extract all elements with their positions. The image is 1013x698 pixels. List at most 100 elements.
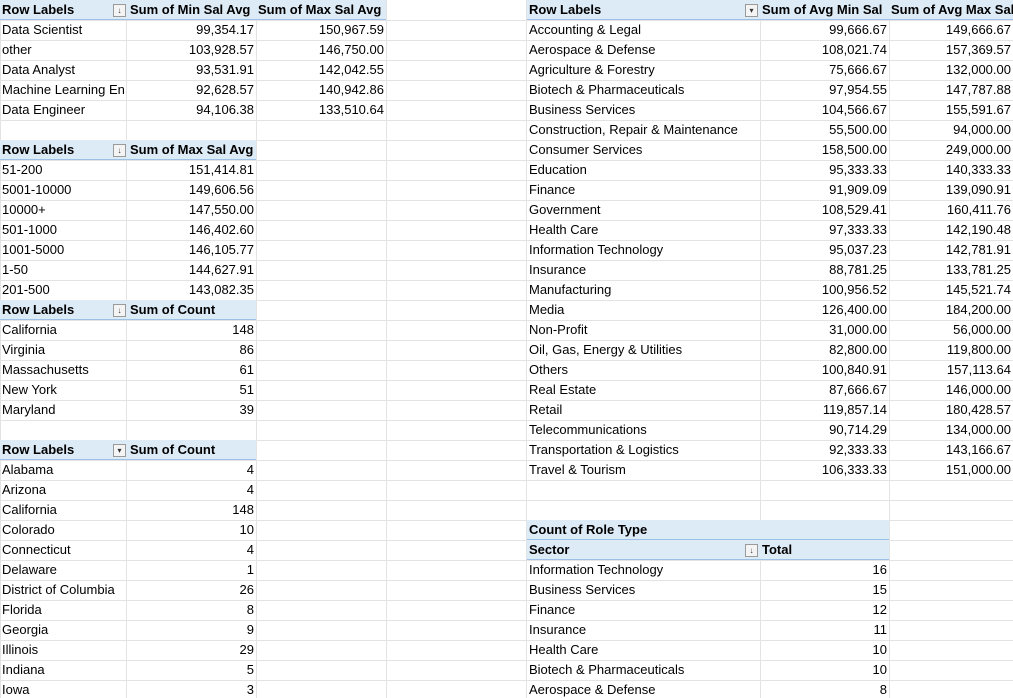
pivot-cell[interactable]: 134,000.00: [945, 422, 1011, 437]
pivot-cell[interactable]: 87,666.67: [829, 382, 887, 397]
pivot-cell[interactable]: 4: [246, 462, 254, 477]
pivot-cell[interactable]: 133,510.64: [318, 102, 384, 117]
pivot-cell[interactable]: 146,105.77: [188, 242, 254, 257]
pivot-cell[interactable]: 56,000.00: [953, 322, 1011, 337]
pivot-row-label[interactable]: Colorado: [2, 522, 55, 537]
pivot-row-label[interactable]: District of Columbia: [2, 582, 115, 597]
pivot-cell[interactable]: 61: [239, 362, 254, 377]
pivot-cell[interactable]: 55,500.00: [829, 122, 887, 137]
pivot-row-label[interactable]: Government: [529, 202, 601, 217]
pivot-row-label[interactable]: Illinois: [2, 642, 39, 657]
pivot-cell[interactable]: 10: [239, 522, 254, 537]
pivot-cell[interactable]: 97,333.33: [829, 222, 887, 237]
pivot-row-label[interactable]: Finance: [529, 602, 576, 617]
pivot-row-label[interactable]: Connecticut: [2, 542, 71, 557]
pivot-header[interactable]: Row Labels: [0, 140, 128, 160]
pivot-row-label[interactable]: 501-1000: [2, 222, 57, 237]
pivot-row-label[interactable]: Transportation & Logistics: [529, 442, 679, 457]
pivot-cell[interactable]: 146,402.60: [188, 222, 254, 237]
pivot-row-label[interactable]: 5001-10000: [2, 182, 72, 197]
pivot-row-label[interactable]: New York: [2, 382, 57, 397]
pivot-cell[interactable]: 104,566.67: [821, 102, 887, 117]
pivot-row-label[interactable]: Delaware: [2, 562, 57, 577]
pivot-cell[interactable]: 155,591.67: [945, 102, 1011, 117]
pivot-cell[interactable]: 103,928.57: [188, 42, 254, 57]
pivot-header[interactable]: Row Labels: [0, 0, 128, 20]
pivot-cell[interactable]: 142,781.91: [945, 242, 1011, 257]
pivot-cell[interactable]: 142,042.55: [318, 62, 384, 77]
pivot-row-label[interactable]: Non-Profit: [529, 322, 588, 337]
pivot-row-label[interactable]: Finance: [529, 182, 576, 197]
pivot-row-label[interactable]: Media: [529, 302, 565, 317]
pivot-row-label[interactable]: Real Estate: [529, 382, 597, 397]
pivot-row-label[interactable]: Biotech & Pharmaceuticals: [529, 662, 685, 677]
pivot-row-label[interactable]: 1001-5000: [2, 242, 65, 257]
pivot-row-label[interactable]: Iowa: [2, 682, 30, 697]
pivot-cell[interactable]: 4: [246, 542, 254, 557]
pivot-row-label[interactable]: 201-500: [2, 282, 50, 297]
pivot-cell[interactable]: 142,190.48: [945, 222, 1011, 237]
pivot-cell[interactable]: 184,200.00: [945, 302, 1011, 317]
pivot-row-label[interactable]: Massachusetts: [2, 362, 89, 377]
pivot-row-label[interactable]: Georgia: [2, 622, 49, 637]
pivot-cell[interactable]: 148: [232, 322, 254, 337]
pivot-cell[interactable]: 151,000.00: [945, 462, 1011, 477]
pivot-row-label[interactable]: Aerospace & Defense: [529, 42, 656, 57]
pivot-row-label[interactable]: Manufacturing: [529, 282, 612, 297]
pivot-cell[interactable]: 8: [246, 602, 254, 617]
pivot-cell[interactable]: 144,627.91: [188, 262, 254, 277]
pivot-row-label[interactable]: Oil, Gas, Energy & Utilities: [529, 342, 683, 357]
pivot-row-label[interactable]: Health Care: [529, 642, 599, 657]
pivot-cell[interactable]: 9: [246, 622, 254, 637]
pivot-cell[interactable]: 90,714.29: [829, 422, 887, 437]
pivot-cell[interactable]: 99,354.17: [196, 22, 254, 37]
pivot-cell[interactable]: 147,550.00: [188, 202, 254, 217]
pivot-cell[interactable]: 1: [246, 562, 254, 577]
pivot-cell[interactable]: 160,411.76: [946, 202, 1011, 217]
pivot-cell[interactable]: 119,857.14: [822, 402, 887, 417]
pivot-row-label[interactable]: Travel & Tourism: [529, 462, 626, 477]
pivot-row-label[interactable]: Indiana: [2, 662, 45, 677]
pivot-cell[interactable]: 132,000.00: [945, 62, 1011, 77]
pivot-header[interactable]: Sum of Max Sal Avg: [128, 140, 256, 160]
pivot-cell[interactable]: 82,800.00: [829, 342, 887, 357]
pivot-row-label[interactable]: Insurance: [529, 262, 587, 277]
pivot-cell[interactable]: 119,800.00: [946, 342, 1011, 357]
pivot-header[interactable]: Total: [760, 540, 889, 560]
pivot-cell[interactable]: 29: [239, 642, 254, 657]
pivot-row-label[interactable]: Agriculture & Forestry: [529, 62, 655, 77]
pivot-cell[interactable]: 39: [239, 402, 254, 417]
pivot-cell[interactable]: 149,666.67: [945, 22, 1011, 37]
pivot-cell[interactable]: 10: [872, 642, 887, 657]
pivot-cell[interactable]: 143,166.67: [945, 442, 1011, 457]
pivot-row-label[interactable]: 10000+: [2, 202, 46, 217]
pivot-cell[interactable]: 140,333.33: [945, 162, 1011, 177]
pivot-cell[interactable]: 95,037.23: [829, 242, 887, 257]
pivot-row-label[interactable]: Arizona: [2, 482, 47, 497]
pivot-cell[interactable]: 149,606.56: [188, 182, 254, 197]
pivot-cell[interactable]: 26: [239, 582, 254, 597]
sort-descending-icon[interactable]: ↓: [113, 144, 126, 157]
pivot-cell[interactable]: 12: [872, 602, 887, 617]
pivot-cell[interactable]: 99,666.67: [829, 22, 887, 37]
pivot-row-label[interactable]: Data Scientist: [2, 22, 83, 37]
pivot-cell[interactable]: 151,414.81: [188, 162, 254, 177]
pivot-row-label[interactable]: Data Engineer: [2, 102, 86, 117]
pivot-cell[interactable]: 91,909.09: [829, 182, 887, 197]
pivot-cell[interactable]: 139,090.91: [945, 182, 1011, 197]
pivot-row-label[interactable]: Virginia: [2, 342, 46, 357]
pivot-cell[interactable]: 10: [872, 662, 887, 677]
pivot-row-label[interactable]: Consumer Services: [529, 142, 643, 157]
pivot-header[interactable]: Sum of Avg Max Sal: [889, 0, 1013, 20]
pivot-row-label[interactable]: Telecommunications: [529, 422, 647, 437]
pivot-cell[interactable]: 145,521.74: [945, 282, 1011, 297]
pivot-row-label[interactable]: Aerospace & Defense: [529, 682, 656, 697]
pivot-cell[interactable]: 93,531.91: [196, 62, 254, 77]
pivot-header[interactable]: Sum of Count: [128, 300, 256, 320]
pivot-cell[interactable]: 15: [872, 582, 887, 597]
pivot-row-label[interactable]: Business Services: [529, 102, 636, 117]
pivot-row-label[interactable]: Maryland: [2, 402, 56, 417]
pivot-cell[interactable]: 147,787.88: [945, 82, 1011, 97]
sort-descending-icon[interactable]: ↓: [745, 544, 758, 557]
